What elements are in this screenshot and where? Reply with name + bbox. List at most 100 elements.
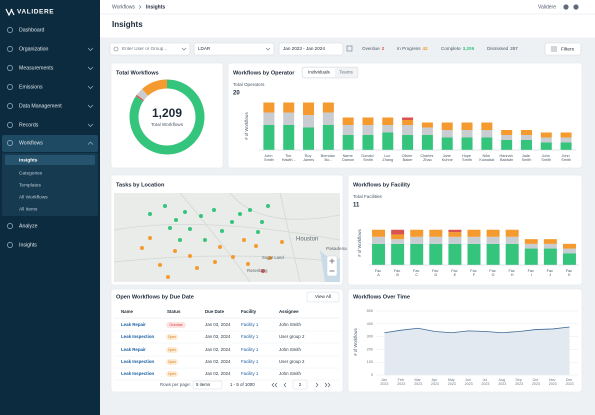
map-marker[interactable]	[230, 220, 234, 224]
link[interactable]: Facility 1	[241, 347, 259, 352]
map-marker[interactable]	[280, 240, 284, 244]
map-marker[interactable]	[238, 212, 242, 216]
map-marker[interactable]	[246, 262, 250, 266]
card-title: Tasks by Location	[116, 182, 165, 188]
map-marker[interactable]	[178, 238, 182, 242]
nav-item[interactable]: Insights	[19, 242, 37, 248]
link[interactable]: Facility 1	[241, 334, 259, 339]
link[interactable]: Leak Repair	[121, 347, 146, 352]
map-marker[interactable]	[231, 255, 235, 259]
rows-select[interactable]	[192, 380, 223, 390]
calendar-icon[interactable]	[346, 45, 353, 52]
map-marker[interactable]	[242, 238, 246, 242]
pager-arrow[interactable]	[324, 382, 331, 388]
map-marker[interactable]	[218, 245, 222, 249]
total-value: 20	[233, 91, 240, 97]
map-marker[interactable]	[254, 244, 258, 248]
x-tick-label: Fac E	[451, 269, 458, 277]
nav-item[interactable]: Analyze	[19, 223, 38, 229]
page-number: 2	[299, 382, 302, 387]
nav-item[interactable]: Records	[19, 122, 39, 128]
range-label: 1 - 5 of 1000	[230, 382, 255, 387]
nav-item[interactable]: Workflows	[19, 140, 43, 146]
map-marker[interactable]	[261, 269, 265, 273]
map-marker[interactable]	[148, 236, 152, 240]
place-label: Houston	[296, 237, 318, 243]
link[interactable]: Leak Inspection	[121, 334, 155, 339]
x-tick-label: Mar 2023	[414, 378, 422, 386]
map-marker[interactable]	[174, 218, 178, 222]
map-marker[interactable]	[195, 266, 199, 270]
bar-segment	[263, 102, 275, 113]
input[interactable]	[278, 42, 344, 56]
nav-item[interactable]: Measurements	[19, 65, 54, 71]
tab[interactable]: Individuals	[308, 70, 330, 75]
cell: User group 2	[279, 359, 305, 364]
pager-arrow[interactable]	[315, 382, 319, 388]
bar-segment	[441, 122, 453, 130]
submenu	[2, 153, 98, 216]
sub-item[interactable]: All Items	[19, 206, 38, 212]
status: Open	[168, 335, 176, 339]
link[interactable]: Facility 1	[241, 371, 259, 376]
filters-button[interactable]	[544, 42, 582, 56]
sub-item[interactable]: All Workflows	[19, 194, 48, 200]
map-marker[interactable]	[140, 246, 144, 250]
link[interactable]: Leak Inspection	[121, 359, 155, 364]
map-marker[interactable]	[212, 208, 216, 212]
link[interactable]: Facility 1	[241, 359, 259, 364]
top-icon[interactable]	[563, 4, 569, 10]
status-badge	[166, 359, 178, 365]
bar-segment	[540, 142, 552, 150]
bar-segment	[429, 229, 443, 237]
map-marker[interactable]	[173, 249, 177, 253]
top-icon[interactable]	[573, 4, 579, 10]
stat-label: Complete	[441, 46, 461, 51]
bar-segment	[263, 112, 275, 125]
sub-item[interactable]: Categories	[19, 170, 43, 176]
sub-item[interactable]: Templates	[19, 182, 41, 188]
sub-item[interactable]: Insights	[19, 157, 38, 163]
pager-arrow[interactable]	[283, 382, 287, 388]
map-marker[interactable]	[188, 254, 192, 258]
map-marker[interactable]	[203, 238, 207, 242]
place-label: Sugar Land	[262, 255, 284, 260]
map-marker[interactable]	[168, 226, 172, 230]
map-marker[interactable]	[183, 210, 187, 214]
page-box[interactable]	[292, 379, 308, 390]
link[interactable]: Facility 1	[241, 322, 259, 327]
breadcrumb[interactable]: Workflows	[112, 4, 135, 10]
map-marker[interactable]	[163, 204, 167, 208]
map-marker[interactable]	[188, 227, 192, 231]
map-marker[interactable]	[158, 263, 162, 267]
pager-arrow[interactable]	[271, 382, 278, 388]
x-tick-label: Tim Hawth...	[282, 154, 296, 162]
y-tick-label: 200	[367, 347, 373, 351]
map-marker[interactable]	[266, 204, 270, 208]
view-all-button[interactable]	[306, 291, 340, 303]
tab[interactable]: Teams	[339, 70, 353, 75]
map-marker[interactable]	[199, 214, 203, 218]
map-marker[interactable]	[248, 208, 252, 212]
link[interactable]: Leak Repair	[121, 322, 146, 327]
bar-segment	[467, 229, 481, 237]
nav-item[interactable]: Data Management	[19, 103, 62, 109]
map-marker[interactable]	[268, 256, 272, 260]
input[interactable]	[193, 42, 275, 56]
map-marker[interactable]	[148, 212, 152, 216]
link[interactable]: Leak Inspection	[121, 371, 155, 376]
nav-item[interactable]: Emissions	[19, 84, 43, 90]
input[interactable]	[109, 42, 191, 56]
x-tick-label: Fac G	[489, 269, 496, 277]
map-marker[interactable]	[166, 275, 170, 279]
nav-icon	[7, 46, 13, 52]
map-marker[interactable]	[260, 220, 264, 224]
nav-item[interactable]: Organization	[19, 46, 49, 52]
map-marker[interactable]	[220, 229, 224, 233]
bar-segment	[322, 112, 334, 125]
map-marker[interactable]	[213, 260, 217, 264]
cell: John Smith	[279, 371, 302, 376]
map-marker[interactable]	[256, 230, 260, 234]
nav-item[interactable]: Dashboard	[19, 27, 44, 33]
